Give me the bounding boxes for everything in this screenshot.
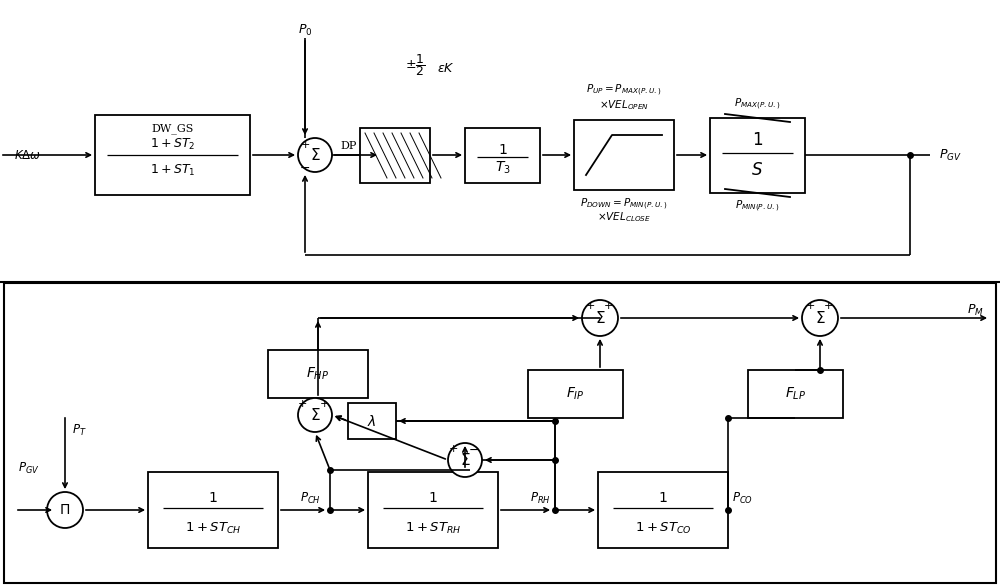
Text: $K\Delta\omega$: $K\Delta\omega$ (14, 149, 42, 161)
Text: +: + (603, 301, 613, 311)
Text: +: + (297, 399, 307, 409)
Text: $\times VEL_{OPEN}$: $\times VEL_{OPEN}$ (599, 98, 649, 112)
Text: +: + (585, 301, 595, 311)
Text: $1$: $1$ (208, 491, 218, 505)
Text: +: + (448, 444, 458, 454)
Bar (4, 283, 996, 583)
Text: $\Sigma$: $\Sigma$ (460, 452, 470, 468)
Text: $\Sigma$: $\Sigma$ (310, 407, 320, 423)
Text: $P_{MIN(P.U.)}$: $P_{MIN(P.U.)}$ (735, 198, 780, 214)
Text: $1$: $1$ (498, 143, 507, 157)
Bar (348, 403, 396, 439)
Text: $P_{GV}$: $P_{GV}$ (939, 147, 961, 163)
Bar (748, 370, 843, 418)
Text: $P_{CH}$: $P_{CH}$ (300, 491, 320, 505)
Text: $T_3$: $T_3$ (495, 160, 510, 176)
Text: $1+ST_{RH}$: $1+ST_{RH}$ (405, 521, 461, 535)
Bar (268, 350, 368, 398)
Text: +: + (805, 301, 815, 311)
Text: $1+ST_{CH}$: $1+ST_{CH}$ (185, 521, 241, 535)
Bar (465, 128, 540, 183)
Text: $\Sigma$: $\Sigma$ (310, 147, 320, 163)
Circle shape (298, 138, 332, 172)
Bar (574, 120, 674, 190)
Circle shape (802, 300, 838, 336)
Circle shape (47, 492, 83, 528)
Text: $1$: $1$ (428, 491, 438, 505)
Text: +: + (300, 140, 310, 150)
Text: $P_T$: $P_T$ (72, 423, 87, 437)
Text: $S$: $S$ (751, 161, 764, 178)
Text: $F_{LP}$: $F_{LP}$ (785, 386, 806, 402)
Text: $1+ST_1$: $1+ST_1$ (150, 163, 195, 177)
Text: +: + (319, 399, 329, 409)
Text: $P_M$: $P_M$ (967, 302, 983, 318)
Bar (598, 472, 728, 548)
Text: $\Sigma$: $\Sigma$ (815, 310, 825, 326)
Text: $\Pi$: $\Pi$ (59, 503, 71, 517)
Bar (710, 118, 805, 193)
Text: $P_{DOWN}=P_{MIN(P.U.)}$: $P_{DOWN}=P_{MIN(P.U.)}$ (580, 196, 668, 212)
Text: $\Sigma$: $\Sigma$ (595, 310, 605, 326)
Text: $F_{IP}$: $F_{IP}$ (566, 386, 585, 402)
Text: $P_{RH}$: $P_{RH}$ (530, 491, 550, 505)
Text: $1$: $1$ (752, 131, 763, 149)
Text: +: + (823, 301, 833, 311)
Text: $\varepsilon K$: $\varepsilon K$ (437, 62, 455, 75)
Bar (95, 115, 250, 195)
Text: $\pm\dfrac{1}{2}$: $\pm\dfrac{1}{2}$ (405, 52, 425, 78)
Text: $1$: $1$ (658, 491, 668, 505)
Bar (368, 472, 498, 548)
Text: $P_{GV}$: $P_{GV}$ (18, 460, 40, 475)
Bar (360, 128, 430, 183)
Circle shape (298, 398, 332, 432)
Text: $\times VEL_{CLOSE}$: $\times VEL_{CLOSE}$ (597, 210, 651, 224)
Text: $P_{UP}=P_{MAX(P.U.)}$: $P_{UP}=P_{MAX(P.U.)}$ (586, 82, 662, 97)
Text: $P_0$: $P_0$ (298, 22, 312, 38)
Circle shape (448, 443, 482, 477)
Bar (528, 370, 623, 418)
Circle shape (582, 300, 618, 336)
Text: $P_{CO}$: $P_{CO}$ (732, 491, 754, 505)
Text: DP: DP (341, 141, 357, 151)
Text: $F_{HP}$: $F_{HP}$ (306, 366, 330, 382)
Text: $1+ST_{CO}$: $1+ST_{CO}$ (635, 521, 691, 535)
Text: DW_GS: DW_GS (151, 124, 194, 134)
Text: $-$: $-$ (468, 443, 480, 456)
Text: $-$: $-$ (299, 160, 311, 174)
Text: $\lambda$: $\lambda$ (367, 413, 377, 429)
Bar (148, 472, 278, 548)
Text: $P_{MAX(P.U.)}$: $P_{MAX(P.U.)}$ (734, 96, 781, 112)
Text: $1+ST_2$: $1+ST_2$ (150, 136, 195, 151)
